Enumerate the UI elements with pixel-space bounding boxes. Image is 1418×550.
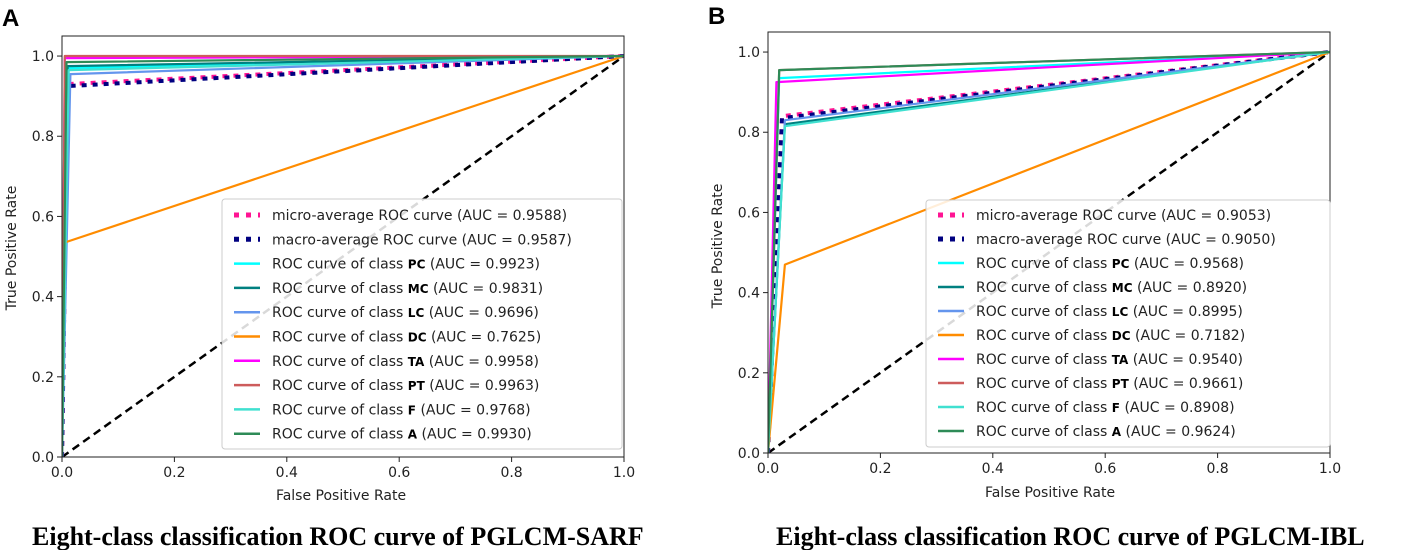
x-tick-label: 1.0 [1319,461,1341,477]
legend-entry: ROC curve of class TA (AUC = 0.9958) [272,354,539,370]
x-tick-label: 0.6 [388,465,410,481]
x-tick-label: 0.0 [51,465,73,481]
legend-entry: ROC curve of class F (AUC = 0.9768) [272,402,531,418]
y-tick-label: 0.2 [32,370,54,386]
panel-b: B Eight-class classification ROC curve o… [708,3,1365,550]
y-axis-label-a: True Positive Rate [4,186,20,312]
x-tick-label: 0.2 [869,461,891,477]
legend-entry: ROC curve of class PC (AUC = 0.9568) [976,256,1244,272]
caption-a: Eight-class classification ROC curve of … [32,522,644,550]
y-tick-label: 0.6 [738,205,760,221]
y-tick-label: 0.8 [32,129,54,145]
y-tick-label: 1.0 [738,45,760,61]
x-axis-label-a: False Positive Rate [276,488,406,504]
legend-entry: ROC curve of class A (AUC = 0.9930) [272,427,532,443]
y-tick-label: 0.2 [738,366,760,382]
legend-box [925,199,1331,448]
x-tick-label: 0.4 [982,461,1004,477]
legend-entry: ROC curve of class TA (AUC = 0.9540) [976,352,1243,368]
legend-entry: ROC curve of class LC (AUC = 0.8995) [976,304,1243,320]
x-tick-label: 0.2 [163,465,185,481]
roc-line-a [62,54,624,457]
y-tick-label: 1.0 [32,49,54,65]
roc-line-dc [768,50,1330,453]
y-axis-label-b: True Positive Rate [710,184,726,310]
x-tick-label: 0.8 [500,465,522,481]
legend-entry: ROC curve of class A (AUC = 0.9624) [976,424,1236,440]
panel-label-a: A [2,5,19,32]
y-tick-label: 0.8 [738,125,760,141]
legend-entry: ROC curve of class PC (AUC = 0.9923) [272,257,540,273]
x-tick-label: 1.0 [613,465,635,481]
legend-entry: ROC curve of class DC (AUC = 0.7625) [272,330,541,346]
legend-entry: ROC curve of class PT (AUC = 0.9963) [272,378,539,394]
x-tick-label: 0.0 [757,461,779,477]
y-tick-label: 0.4 [32,290,54,306]
legend-entry: macro-average ROC curve (AUC = 0.9050) [976,232,1276,248]
legend-entry: ROC curve of class MC (AUC = 0.8920) [976,280,1247,296]
x-tick-label: 0.4 [276,465,298,481]
x-tick-label: 0.8 [1206,461,1228,477]
caption-b: Eight-class classification ROC curve of … [776,522,1365,550]
legend-entry: ROC curve of class DC (AUC = 0.7182) [976,328,1245,344]
x-tick-label: 0.6 [1094,461,1116,477]
legend-entry: macro-average ROC curve (AUC = 0.9587) [272,232,572,248]
roc-line-f [768,50,1330,453]
legend-entry: ROC curve of class LC (AUC = 0.9696) [272,305,539,321]
legend-entry: micro-average ROC curve (AUC = 0.9053) [976,208,1271,224]
panel-label-b: B [708,3,725,30]
y-tick-label: 0.6 [32,209,54,225]
legend-entry: ROC curve of class MC (AUC = 0.9831) [272,281,543,297]
legend-entry: ROC curve of class PT (AUC = 0.9661) [976,376,1243,392]
y-tick-label: 0.0 [738,446,760,462]
legend-entry: ROC curve of class F (AUC = 0.8908) [976,400,1235,416]
legend-box [221,198,623,450]
roc-line-a [768,50,1330,453]
panel-a: A Eight-class classification ROC curve o… [2,5,644,550]
plot-frame [61,35,625,458]
x-axis-label-b: False Positive Rate [985,485,1115,501]
legend-entry: micro-average ROC curve (AUC = 0.9588) [272,208,567,224]
y-tick-label: 0.4 [738,286,760,302]
y-tick-label: 0.0 [32,450,54,466]
